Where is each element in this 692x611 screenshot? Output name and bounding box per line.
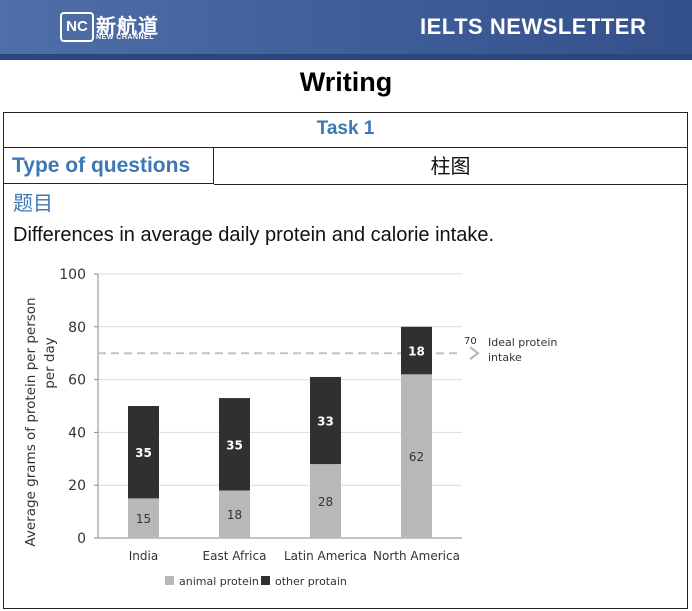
bar-value-label: 35 — [135, 446, 152, 460]
bar-value-label: 35 — [226, 438, 243, 452]
x-tick-label: Latin America — [284, 549, 367, 563]
bar-other-protein — [128, 406, 159, 499]
bar-animal-protein — [401, 374, 432, 538]
bar-animal-protein — [310, 464, 341, 538]
reference-value-label: 70 — [464, 336, 477, 347]
page-title: Writing — [299, 67, 393, 97]
newsletter-title: IELTS NEWSLETTER — [420, 14, 647, 39]
reference-line-label: Ideal protein — [488, 336, 557, 349]
legend-swatch — [261, 576, 270, 585]
bar-other-protein — [219, 398, 250, 491]
bar-animal-protein — [128, 498, 159, 538]
y-ticks-group: 0 20 40 60 80 100 — [59, 267, 98, 547]
legend-label: animal protein — [179, 575, 259, 588]
logo-mark: NC — [60, 12, 94, 42]
bar-animal-protein — [219, 490, 250, 538]
bar-value-label: 62 — [409, 450, 424, 464]
x-ticks-group: India East Africa Latin America North Ameri… — [129, 549, 460, 563]
bar-value-label: 15 — [136, 512, 151, 526]
y-axis-label-line2: per day — [42, 337, 58, 389]
bars-group: 15 35 18 35 28 33 62 18 — [128, 326, 432, 538]
y-tick-label: 80 — [68, 320, 86, 336]
bar-value-label: 18 — [227, 508, 242, 522]
y-tick-label: 0 — [77, 531, 86, 547]
task-heading: Task 1 — [4, 113, 687, 148]
bar-other-protein — [310, 376, 341, 465]
reference-line-group: 70 Ideal protein intake — [98, 336, 557, 364]
bar-value-label: 18 — [408, 345, 425, 359]
logo-subtext: NEW CHANNEL — [96, 34, 154, 41]
bar-value-label: 33 — [317, 415, 334, 429]
header-banner: NC 新航道 NEW CHANNEL IELTS NEWSLETTER — [0, 0, 692, 60]
y-tick-label: 40 — [68, 425, 86, 441]
legend-label: other protain — [275, 575, 347, 588]
reference-line-label: intake — [488, 351, 522, 364]
banner-stripe — [0, 54, 692, 60]
topic-label: 题目 — [13, 191, 53, 215]
x-tick-label: North America — [373, 549, 460, 563]
x-tick-label: India — [129, 549, 158, 563]
y-tick-label: 100 — [59, 267, 86, 283]
ideal-intake-arrow — [469, 346, 480, 360]
bar-value-label: 28 — [318, 495, 333, 509]
task-table: Task 1 Type of questions 柱图 题目 Differenc… — [3, 112, 688, 609]
logo-text: 新航道 — [96, 14, 159, 38]
y-axis-label: Average grams of protein per person — [23, 297, 39, 546]
question-type-label: Type of questions — [4, 148, 214, 184]
protein-bar-chart: 70 Ideal protein intake 15 35 18 35 28 33 62 18 0… — [23, 267, 557, 588]
chart-legend: animal protein other protain — [165, 575, 347, 588]
y-tick-label: 60 — [68, 373, 86, 389]
question-type-value: 柱图 — [214, 148, 687, 185]
legend-swatch — [165, 576, 174, 585]
y-tick-label: 20 — [68, 478, 86, 494]
x-tick-label: East Africa — [203, 549, 267, 563]
topic-text: Differences in average daily protein and… — [13, 224, 495, 246]
bar-other-protein — [401, 326, 432, 375]
